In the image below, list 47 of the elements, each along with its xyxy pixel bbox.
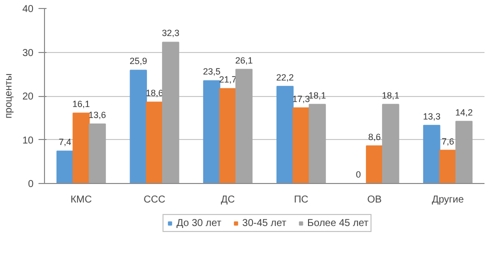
bar — [235, 68, 253, 184]
bar — [292, 107, 310, 184]
y-axis-title: проценты — [3, 73, 14, 118]
x-tick-label: Другие — [432, 194, 464, 206]
y-tick-label: 0 — [28, 179, 34, 190]
bar — [382, 104, 400, 184]
bar — [88, 124, 106, 184]
data-label: 13,3 — [422, 111, 440, 122]
x-tick-label: ОВ — [367, 194, 382, 206]
bar — [130, 70, 147, 184]
legend-label: Более 45 лет — [307, 217, 368, 229]
data-label: 14,2 — [455, 107, 473, 118]
bar — [203, 80, 220, 184]
bar — [308, 104, 326, 184]
y-tick-label: 10 — [22, 135, 34, 146]
bar — [146, 102, 164, 184]
data-label: 18,1 — [308, 90, 326, 100]
bar — [276, 86, 294, 184]
legend-label: 30-45 лет — [242, 217, 286, 229]
bar — [72, 112, 90, 184]
bar — [56, 150, 74, 184]
x-tick-label: ПС — [294, 194, 308, 206]
y-tick-label: 40 — [22, 4, 34, 15]
data-label: 22,2 — [276, 72, 294, 82]
bar — [366, 145, 384, 184]
data-label: 23,5 — [202, 66, 220, 77]
bar — [162, 42, 180, 184]
bar — [423, 124, 440, 184]
bar — [219, 88, 236, 184]
data-label: 32,3 — [162, 28, 180, 38]
y-tick-label: 20 — [22, 92, 34, 102]
data-label: 16,1 — [72, 99, 90, 110]
bar — [439, 150, 456, 184]
y-tick-label: 30 — [22, 48, 34, 59]
legend-label: До 30 лет — [176, 217, 222, 229]
data-label: 7,6 — [442, 136, 454, 146]
x-tick-label: ДС — [220, 194, 235, 206]
data-label: 8,6 — [368, 132, 381, 142]
data-label: 21,7 — [219, 74, 237, 85]
x-tick-label: ССС — [144, 194, 166, 206]
data-label: 0 — [356, 170, 361, 180]
data-label: 7,4 — [58, 137, 72, 148]
data-label: 18,1 — [382, 90, 400, 100]
x-tick-label: КМС — [70, 194, 92, 206]
bar — [455, 120, 473, 184]
data-label: 26,1 — [235, 55, 253, 66]
data-label: 25,9 — [130, 56, 148, 66]
